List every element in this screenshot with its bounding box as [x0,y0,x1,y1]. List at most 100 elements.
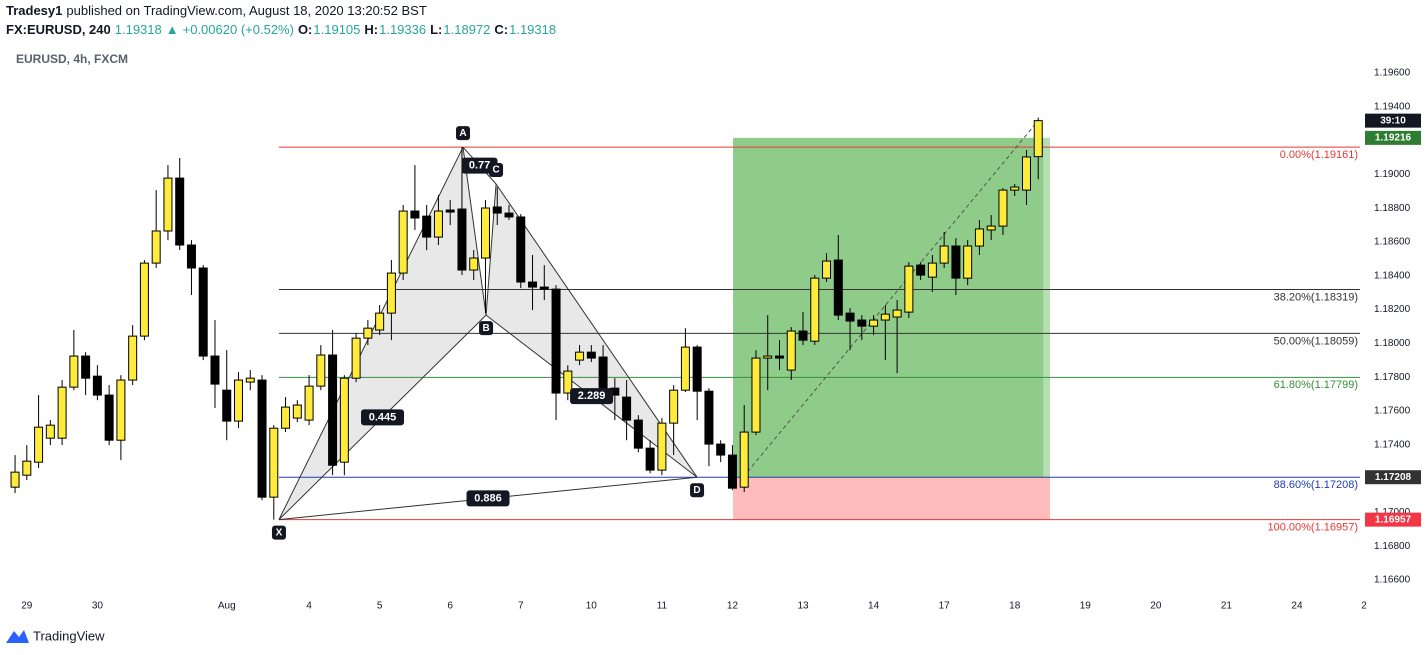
point-label: D [693,485,700,496]
fib-label: 100.00%(1.16957) [1267,522,1358,534]
candle-body [680,346,690,391]
point-label-box [271,525,286,540]
x-tick-label: 6 [447,601,453,612]
header-line: FX:EURUSD, 240 1.19318 ▲ +0.00620 (+0.52%) O… [6,22,556,37]
candle-body [516,216,526,283]
candle-body [492,206,502,214]
candle-body [234,379,244,422]
candle-body [539,286,549,290]
target-tag-box [1365,130,1421,145]
fib-label: 0.00%(1.19161) [1280,149,1358,161]
y-tick-label: 1.18400 [1374,270,1411,281]
candle-body [116,379,126,441]
candle-body [186,244,196,269]
entry-tag-box [1365,470,1421,485]
candle-body [963,245,973,279]
x-tick-label: 2 [1361,601,1367,612]
candle-body [92,375,102,396]
candle-body [869,319,879,327]
point-label: X [276,527,283,538]
candle-body [175,177,185,246]
header-part: C: [494,22,508,37]
point-label: A [459,128,466,139]
candle-body [480,207,490,259]
candle-body [575,351,585,361]
candle-body [128,335,138,381]
candle-body [316,354,326,387]
y-tick-label: 1.19400 [1374,101,1411,112]
brand-logo: TradingView [6,628,105,643]
candle-body [269,427,279,498]
ratio-label-box [361,409,405,426]
candle-body [833,259,843,316]
y-tick-label: 1.19600 [1374,68,1411,79]
x-tick-label: 19 [1080,601,1092,612]
candle-body [304,385,314,421]
candle-body [375,312,385,331]
candle-body [774,355,784,359]
x-tick-label: 5 [377,601,383,612]
header-part: FX:EURUSD, 240 [6,22,111,37]
y-tick-label: 1.18200 [1374,304,1411,315]
candle-body [727,454,737,489]
candle-body [339,377,349,463]
y-tick-label: 1.17000 [1374,507,1411,518]
candle-body [257,379,267,498]
candle-body [739,431,749,488]
point-label: B [482,323,489,334]
candle-body [763,355,773,359]
candle-body [245,377,255,383]
ratio-label-box [570,388,614,405]
y-tick-label: 1.18800 [1374,203,1411,214]
logo-icon [6,630,29,643]
ratio-label: 0.886 [474,492,502,504]
candle-body [716,443,726,456]
header-part: 1.19318 [509,22,556,37]
x-tick-label: 17 [939,601,951,612]
profit-zone [733,137,1050,478]
candle-body [69,355,79,388]
candle-body [1033,120,1043,158]
header-line: Tradesy1 published on TradingView.com, Au… [6,3,427,18]
candle-body [22,460,32,476]
candle-body [433,210,443,238]
candle-body [645,447,655,471]
stop-tag-box [1365,512,1421,527]
candle-body [633,419,643,449]
fib-label: 88.60%(1.17208) [1274,479,1358,491]
ratio-label: 0.445 [369,411,397,423]
candle-body [363,327,373,339]
header-part: +0.00620 (+0.52%) [183,22,294,37]
candle-body [57,386,67,439]
countdown-tag: 39:10 [1380,115,1406,126]
stop-tag: 1.16957 [1375,514,1412,525]
candle-body [563,370,573,394]
pattern-leg [485,183,497,316]
point-label-box [489,163,504,178]
candle-body [974,228,984,247]
candle-body [34,426,44,463]
candle-body [798,330,808,341]
candle-body [751,357,761,433]
candle-body [622,396,632,421]
candle-body [328,354,338,466]
y-tick-label: 1.17600 [1374,406,1411,417]
header-part: Tradesy1 [6,3,62,18]
candle-body [198,267,208,357]
x-tick-label: 11 [657,601,668,612]
candle-body [669,389,679,424]
ratio-label: 2.289 [578,390,606,402]
x-tick-label: 13 [797,601,809,612]
header-part: O: [298,22,312,37]
target-tag: 1.19216 [1375,133,1412,144]
candle-body [927,262,937,278]
candle-body [469,257,479,271]
candle-body [880,313,890,321]
y-tick-label: 1.19000 [1374,169,1411,180]
candle-body [586,351,596,359]
candle-body [892,309,902,318]
candle-body [845,312,855,322]
candle-body [692,346,702,392]
candle-body [657,422,667,471]
